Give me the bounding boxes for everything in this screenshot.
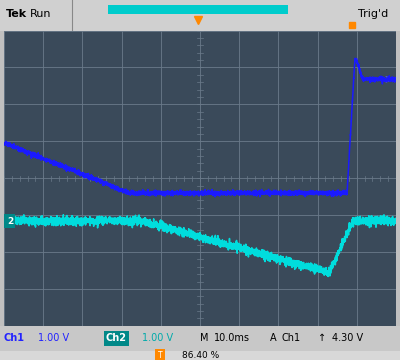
Text: Ch2: Ch2 <box>106 333 127 343</box>
Text: 1.00 V: 1.00 V <box>38 333 69 343</box>
Text: Trig'd: Trig'd <box>358 9 388 19</box>
Bar <box>108 5 288 14</box>
Text: 86.40 %: 86.40 % <box>182 351 219 360</box>
Text: 1.00 V: 1.00 V <box>142 333 173 343</box>
Text: T: T <box>158 351 162 360</box>
Text: Ch1: Ch1 <box>4 333 25 343</box>
Text: 10.0ms: 10.0ms <box>214 333 250 343</box>
Text: M: M <box>200 333 208 343</box>
Text: A: A <box>270 333 277 343</box>
Text: Tek: Tek <box>6 9 27 19</box>
Text: 4.30 V: 4.30 V <box>332 333 363 343</box>
Text: 2: 2 <box>7 216 13 225</box>
Text: Run: Run <box>30 9 52 19</box>
Text: ↑: ↑ <box>318 333 326 343</box>
Text: Ch1: Ch1 <box>282 333 301 343</box>
